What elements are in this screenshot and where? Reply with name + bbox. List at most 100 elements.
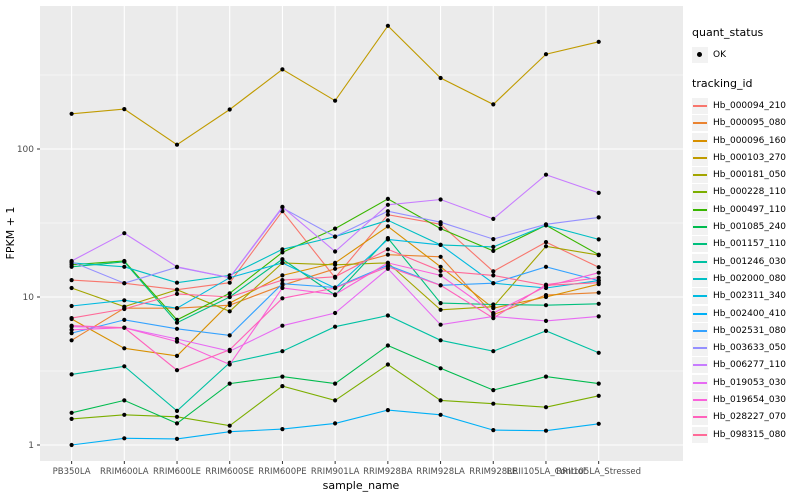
series-Hb_001246_030 bbox=[69, 313, 601, 413]
legend-key-line bbox=[692, 426, 708, 443]
legend-item-ok: OK bbox=[692, 46, 798, 63]
legend-key-line bbox=[692, 253, 708, 270]
point-glyph bbox=[697, 51, 702, 57]
legend-item-label: OK bbox=[713, 49, 726, 60]
data-point bbox=[122, 107, 127, 112]
data-point bbox=[333, 381, 338, 386]
x-tick-label: RRIM928LE bbox=[469, 467, 517, 477]
x-tick-label: RRIM600SE bbox=[205, 467, 254, 477]
legend-key-line bbox=[692, 288, 708, 305]
legend: quant_status OK tracking_id Hb_000094_21… bbox=[692, 26, 798, 457]
data-point bbox=[438, 322, 443, 327]
x-tick-label: RRIM600LE bbox=[153, 467, 201, 477]
series-color-swatch bbox=[693, 416, 707, 419]
legend-item-label: Hb_028227_070 bbox=[713, 412, 787, 423]
data-point bbox=[174, 280, 180, 285]
data-point bbox=[122, 398, 127, 403]
legend-item-label: Hb_002000_080 bbox=[713, 273, 787, 284]
legend-title-quant-status: quant_status bbox=[692, 26, 764, 39]
legend-item-Hb_002311_340: Hb_002311_340 bbox=[692, 288, 798, 305]
data-point bbox=[491, 316, 496, 321]
data-point bbox=[333, 421, 338, 426]
data-point bbox=[122, 364, 127, 369]
data-point bbox=[543, 374, 549, 379]
series-color-swatch bbox=[693, 104, 707, 107]
legend-key-line bbox=[692, 184, 708, 201]
legend-key-line bbox=[692, 115, 708, 132]
data-point bbox=[69, 331, 74, 336]
data-point bbox=[174, 320, 180, 325]
legend-item-label: Hb_006277_110 bbox=[713, 360, 787, 371]
data-point bbox=[543, 283, 549, 288]
data-point bbox=[333, 310, 338, 316]
data-point bbox=[69, 442, 74, 448]
data-point bbox=[596, 237, 601, 242]
series-color-swatch bbox=[693, 347, 707, 350]
data-point bbox=[596, 350, 601, 355]
data-point bbox=[333, 262, 338, 267]
data-point bbox=[438, 226, 443, 231]
data-point bbox=[333, 226, 338, 231]
data-point bbox=[227, 107, 232, 112]
data-point bbox=[596, 215, 601, 220]
data-point bbox=[122, 412, 127, 417]
data-point bbox=[227, 309, 232, 314]
data-point bbox=[491, 248, 496, 253]
legend-key-line bbox=[692, 409, 708, 426]
data-point bbox=[227, 362, 232, 367]
series-color-swatch bbox=[693, 226, 707, 229]
legend-quant-status: quant_status OK bbox=[692, 26, 798, 63]
data-point bbox=[280, 281, 285, 286]
legend-key-line bbox=[692, 340, 708, 357]
legend-item-label: Hb_000103_270 bbox=[713, 152, 787, 163]
data-point bbox=[385, 209, 390, 214]
legend-item-Hb_000096_160: Hb_000096_160 bbox=[692, 132, 798, 149]
legend-item-Hb_000103_270: Hb_000103_270 bbox=[692, 149, 798, 166]
series-color-swatch bbox=[693, 295, 707, 298]
data-point bbox=[438, 283, 443, 288]
data-point bbox=[69, 111, 74, 116]
legend-key-line bbox=[692, 374, 708, 391]
data-point bbox=[385, 260, 390, 265]
data-point bbox=[122, 436, 127, 441]
data-point bbox=[385, 23, 390, 28]
legend-item-Hb_002000_080: Hb_002000_080 bbox=[692, 270, 798, 287]
data-point bbox=[596, 275, 601, 280]
legend-key-line bbox=[692, 236, 708, 253]
legend-key-line bbox=[692, 305, 708, 322]
legend-item-label: Hb_000181_050 bbox=[713, 170, 787, 181]
legend-item-label: Hb_002311_340 bbox=[713, 291, 787, 302]
data-point bbox=[69, 338, 74, 343]
data-point bbox=[174, 414, 180, 419]
series-Hb_002400_410 bbox=[69, 408, 601, 448]
legend-key-point bbox=[692, 46, 708, 63]
legend-item-label: Hb_003633_050 bbox=[713, 343, 787, 354]
data-point bbox=[438, 273, 443, 278]
data-point bbox=[280, 247, 285, 252]
legend-item-label: Hb_019053_030 bbox=[713, 377, 787, 388]
data-point bbox=[227, 347, 232, 352]
series-Hb_000103_270 bbox=[69, 23, 601, 147]
x-tick-label: RRIM600LA bbox=[100, 467, 149, 477]
data-point bbox=[596, 290, 601, 295]
data-point bbox=[122, 264, 127, 269]
legend-item-Hb_002400_410: Hb_002400_410 bbox=[692, 305, 798, 322]
data-point bbox=[280, 323, 285, 328]
data-point bbox=[385, 196, 390, 201]
data-point bbox=[174, 142, 180, 147]
series-color-swatch bbox=[693, 243, 707, 246]
legend-item-label: Hb_002531_080 bbox=[713, 325, 787, 336]
data-point bbox=[280, 67, 285, 72]
data-point bbox=[438, 307, 443, 312]
data-point bbox=[438, 412, 443, 417]
data-point bbox=[69, 416, 74, 421]
data-point bbox=[438, 75, 443, 81]
data-point bbox=[174, 291, 180, 296]
data-point bbox=[227, 429, 232, 434]
data-point bbox=[543, 222, 549, 227]
data-point bbox=[174, 326, 180, 331]
legend-item-label: Hb_000497_110 bbox=[713, 204, 787, 215]
data-point bbox=[596, 39, 601, 44]
data-point bbox=[385, 202, 390, 207]
